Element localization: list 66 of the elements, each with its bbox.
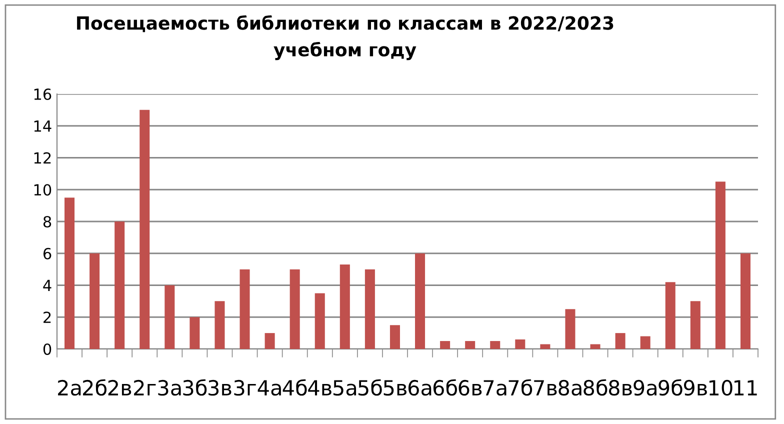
- bar: [314, 293, 325, 349]
- x-tick-label: 6б: [433, 379, 457, 396]
- bar: [64, 198, 75, 349]
- bar: [340, 264, 350, 349]
- x-tick-label: 5в: [384, 380, 407, 396]
- x-tick-label: 2в: [108, 380, 132, 396]
- bar: [214, 301, 225, 349]
- x-tick-label: 6а: [408, 380, 432, 396]
- x-tick-label: 4а: [258, 380, 281, 396]
- x-tick-label: 2г: [134, 380, 156, 396]
- chart-title: Посещаемость библиотеки по классам в 2022/2023 учебном году: [77, 15, 614, 60]
- bar: [590, 344, 600, 349]
- bar: [114, 222, 125, 349]
- y-tick-label: 8: [43, 216, 52, 228]
- x-tick-label: 9б: [658, 379, 682, 396]
- bar: [264, 333, 275, 349]
- bar: [565, 309, 576, 349]
- bar: [690, 301, 700, 349]
- x-tick-label: 3б: [183, 379, 207, 396]
- bar: [290, 269, 300, 349]
- bar: [240, 269, 250, 349]
- x-tick-label: 11: [734, 380, 757, 396]
- y-tick-label: 4: [43, 280, 52, 292]
- x-tick-label: 7а: [484, 380, 506, 396]
- x-tick-label: 4б: [282, 379, 307, 396]
- x-tick-label: 9в: [684, 380, 707, 396]
- bar: [90, 253, 100, 349]
- x-tick-label: 10: [709, 380, 732, 396]
- x-tick-label: 4в: [308, 380, 332, 396]
- bar: [364, 269, 375, 349]
- y-tick-label: 0: [43, 343, 52, 356]
- x-tick-label: 2а: [58, 380, 81, 396]
- y-tick-label: 16: [34, 88, 52, 100]
- x-tick-label: 5а: [334, 380, 356, 396]
- y-tick-label: 12: [34, 152, 51, 164]
- bar: [140, 110, 150, 349]
- bar: [740, 253, 750, 349]
- x-tick-label: 7б: [508, 379, 532, 396]
- bar: [390, 325, 400, 349]
- x-tick-label: 3а: [158, 380, 181, 396]
- x-tick-label: 6в: [458, 380, 482, 396]
- bar: [715, 182, 726, 349]
- bar: [415, 253, 426, 349]
- x-tick-label: 2б: [83, 379, 106, 396]
- bar: [190, 317, 200, 349]
- y-tick-label: 2: [44, 312, 51, 323]
- bar: [540, 344, 550, 349]
- bar: [640, 336, 650, 349]
- x-tick-label: 3г: [234, 380, 256, 396]
- y-tick-label: 10: [34, 184, 52, 196]
- x-tick-label: 8в: [608, 380, 632, 396]
- x-tick-label: 8б: [584, 379, 608, 396]
- x-tick-label: 7в: [534, 380, 557, 396]
- bar: [515, 339, 526, 349]
- x-tick-label: 3в: [208, 380, 232, 396]
- y-tick-label: 14: [34, 120, 52, 132]
- bar: [164, 285, 175, 349]
- bar: [440, 341, 450, 349]
- bar: [665, 282, 676, 349]
- y-tick-label: 6: [43, 248, 52, 260]
- bar: [615, 333, 626, 349]
- x-tick-label: 5б: [358, 379, 382, 396]
- x-tick-label: 8а: [558, 380, 582, 396]
- bar: [490, 341, 500, 349]
- bar: [465, 341, 476, 349]
- x-tick-label: 9а: [634, 380, 656, 396]
